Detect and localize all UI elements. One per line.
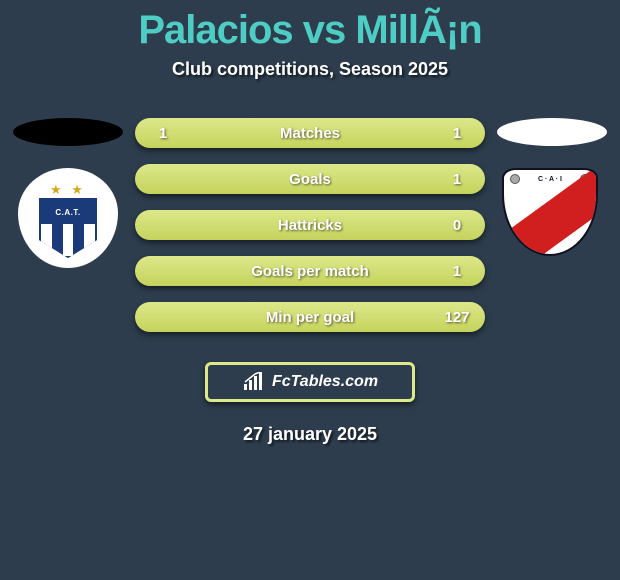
stat-right-value: 1 [443, 125, 471, 142]
team-right-abbrev: C · A · I [538, 176, 562, 183]
stat-right-value: 1 [443, 171, 471, 188]
stat-pill: Min per goal 127 [135, 302, 485, 332]
stats-column: 1 Matches 1 Goals 1 Hattricks 0 Goals per match… [135, 118, 485, 332]
chart-icon [242, 372, 266, 392]
comparison-card: Palacios vs MillÃ¡n Club competitions, S… [0, 0, 620, 580]
stat-pill: Hattricks 0 [135, 210, 485, 240]
brand-text: FcTables.com [272, 373, 378, 391]
stat-right-value: 0 [443, 217, 471, 234]
team-right-crest: C · A · I [502, 168, 602, 268]
stars-icon: ★ ★ [50, 182, 86, 198]
stat-pill: 1 Matches 1 [135, 118, 485, 148]
stat-right-value: 1 [443, 263, 471, 280]
stat-label: Hattricks [278, 217, 342, 234]
stat-left-value: 1 [149, 125, 177, 142]
stat-label: Goals per match [251, 263, 369, 280]
team-left-oval [13, 118, 123, 146]
stat-label: Matches [280, 125, 340, 142]
brand-box[interactable]: FcTables.com [205, 362, 415, 402]
stat-pill: Goals 1 [135, 164, 485, 194]
team-left-column: ★ ★ C.A.T. [13, 118, 123, 268]
stat-right-value: 127 [443, 309, 471, 326]
team-left-abbrev: C.A.T. [55, 208, 80, 217]
date-text: 27 january 2025 [0, 424, 620, 445]
team-right-oval [497, 118, 607, 146]
page-title: Palacios vs MillÃ¡n [0, 8, 620, 53]
season-subtitle: Club competitions, Season 2025 [0, 59, 620, 80]
stat-label: Goals [289, 171, 331, 188]
team-right-column: C · A · I [497, 118, 607, 268]
stat-label: Min per goal [266, 309, 354, 326]
stat-pill: Goals per match 1 [135, 256, 485, 286]
team-left-crest: ★ ★ C.A.T. [18, 168, 118, 268]
main-row: ★ ★ C.A.T. 1 Matches 1 Goals 1 Hattricks 0 Goal… [0, 118, 620, 332]
